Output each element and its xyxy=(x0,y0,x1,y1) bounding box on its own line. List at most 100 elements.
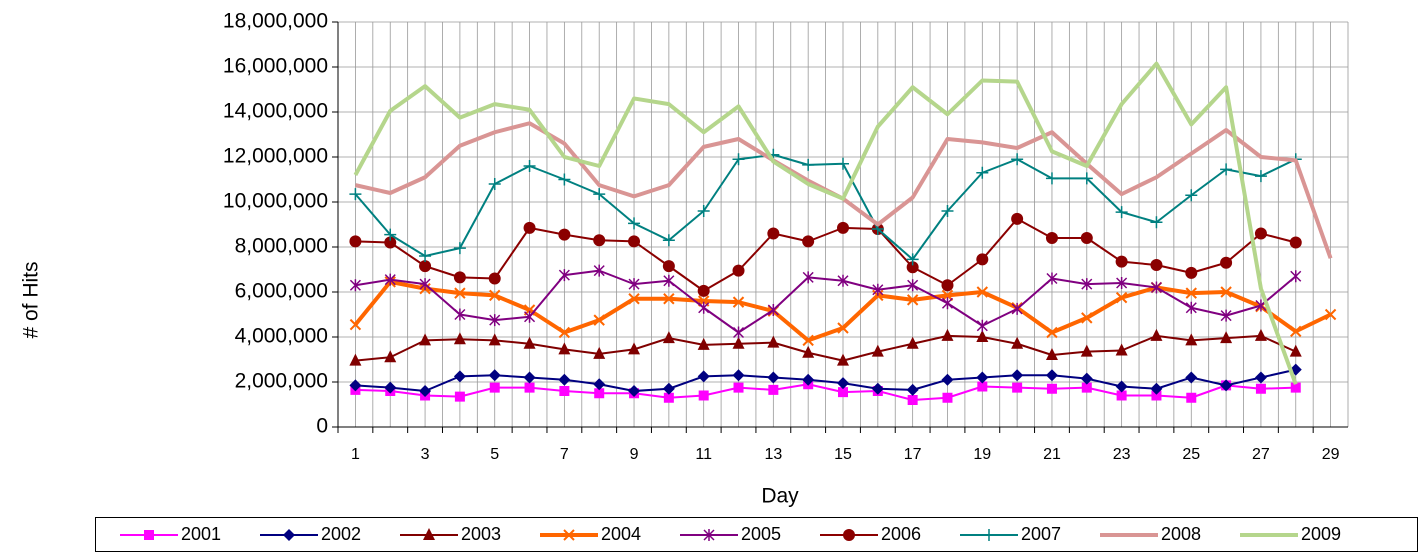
data-point xyxy=(453,332,466,345)
data-point xyxy=(523,160,536,172)
data-point xyxy=(1150,281,1162,294)
data-point xyxy=(1081,278,1093,291)
data-point xyxy=(1290,382,1301,393)
x-tick-label: 17 xyxy=(904,446,922,463)
legend-label: 2007 xyxy=(1021,524,1061,544)
legend-label: 2001 xyxy=(181,524,221,544)
y-tick-label: 2,000,000 xyxy=(235,370,328,393)
x-tick-label: 29 xyxy=(1322,446,1340,463)
data-point xyxy=(802,271,814,284)
data-point xyxy=(837,353,849,366)
x-tick-label: 21 xyxy=(1043,446,1061,463)
data-point xyxy=(1220,286,1232,298)
data-point xyxy=(1185,371,1198,384)
data-point xyxy=(558,269,570,282)
x-tick-label: 25 xyxy=(1182,446,1200,463)
x-tick-label: 11 xyxy=(695,446,712,463)
data-point xyxy=(906,253,919,266)
data-point xyxy=(941,279,954,292)
series-line xyxy=(355,217,1297,292)
data-point xyxy=(767,227,780,240)
data-point xyxy=(593,188,606,201)
data-point xyxy=(419,260,432,273)
data-point xyxy=(906,294,919,306)
legend-label: 2005 xyxy=(741,524,781,544)
data-point xyxy=(524,382,535,393)
legend-label: 2006 xyxy=(881,524,921,544)
data-point xyxy=(488,272,501,285)
data-point xyxy=(837,157,849,170)
data-point xyxy=(941,205,954,217)
data-point xyxy=(628,385,641,397)
data-point xyxy=(628,235,641,248)
data-point xyxy=(768,384,779,395)
x-tick-label: 15 xyxy=(834,446,852,463)
series-line xyxy=(355,269,1297,334)
data-point xyxy=(942,392,953,403)
x-tick-label: 13 xyxy=(764,446,782,463)
legend-marker xyxy=(843,529,855,541)
data-point xyxy=(1185,189,1198,202)
data-point xyxy=(1185,301,1197,314)
legend-marker xyxy=(283,529,295,541)
data-point xyxy=(732,264,745,277)
x-tick-label: 5 xyxy=(490,446,499,463)
data-point xyxy=(593,378,606,391)
data-point xyxy=(384,228,397,241)
data-point xyxy=(1081,312,1093,324)
data-point xyxy=(453,370,466,383)
data-point xyxy=(663,274,675,287)
legend-label: 2009 xyxy=(1301,524,1341,544)
data-point xyxy=(1185,333,1198,346)
data-point xyxy=(733,382,744,393)
x-tick-label: 9 xyxy=(630,446,639,463)
data-point xyxy=(976,330,989,342)
data-point xyxy=(837,322,849,334)
data-point xyxy=(802,235,815,248)
data-point xyxy=(1046,383,1057,394)
data-point xyxy=(454,287,466,299)
data-point xyxy=(1289,344,1302,357)
data-point xyxy=(628,217,641,230)
data-point xyxy=(907,395,918,405)
data-point xyxy=(349,318,362,331)
legend-marker xyxy=(563,529,575,541)
data-point xyxy=(349,188,362,201)
data-point xyxy=(941,297,954,310)
x-tick-label: 1 xyxy=(351,446,360,463)
legend-label: 2003 xyxy=(461,524,501,544)
data-point xyxy=(871,344,884,357)
data-point xyxy=(1080,372,1093,385)
data-point xyxy=(1220,379,1233,392)
data-point xyxy=(1115,291,1128,304)
data-point xyxy=(523,336,536,349)
data-point xyxy=(697,370,710,383)
data-point xyxy=(837,221,849,234)
data-point xyxy=(1290,325,1302,338)
data-point xyxy=(1011,302,1023,315)
data-point xyxy=(1011,212,1024,225)
data-point xyxy=(662,331,675,344)
data-point xyxy=(488,178,501,190)
data-point xyxy=(732,153,745,166)
data-point xyxy=(1254,371,1267,384)
y-tick-label: 8,000,000 xyxy=(235,235,328,258)
data-point xyxy=(628,293,640,305)
legend-marker xyxy=(144,530,154,540)
data-point xyxy=(697,205,710,217)
data-point xyxy=(1116,277,1128,289)
data-point xyxy=(523,371,536,384)
data-point xyxy=(1254,170,1267,183)
data-point xyxy=(1115,255,1128,268)
data-point xyxy=(1116,390,1127,401)
data-point xyxy=(698,390,709,401)
data-point xyxy=(558,342,571,355)
data-point xyxy=(1290,270,1302,283)
data-point xyxy=(1045,172,1058,185)
data-point xyxy=(453,242,466,255)
data-point xyxy=(767,304,779,316)
legend-label: 2008 xyxy=(1161,524,1201,544)
data-point xyxy=(1115,380,1128,393)
x-tick-label: 27 xyxy=(1252,446,1270,463)
data-point xyxy=(837,274,849,287)
